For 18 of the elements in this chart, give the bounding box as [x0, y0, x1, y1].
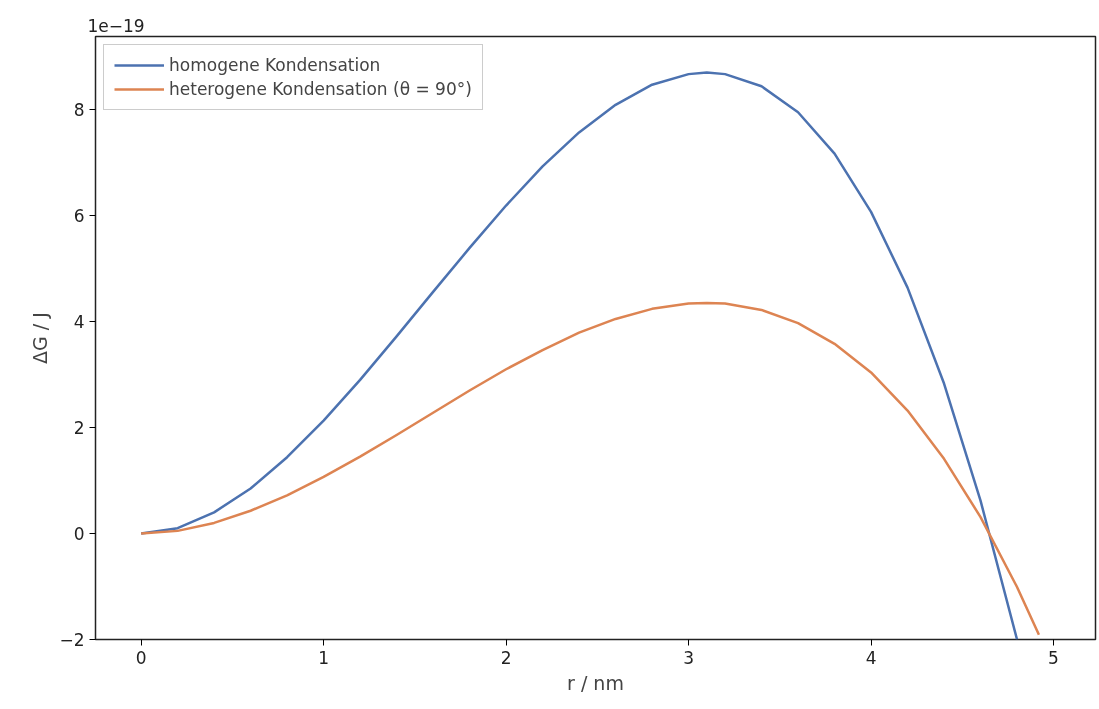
x-tick-label: 3 [683, 647, 694, 668]
y-tick-label: 8 [73, 100, 85, 121]
y-tick-label: 6 [73, 206, 85, 227]
x-tick-label: 4 [865, 647, 877, 668]
line-series [139, 301, 1041, 636]
legend-label: homogene Kondensation [169, 55, 381, 75]
x-tick-label: 0 [135, 647, 147, 668]
y-axis-title: ΔG / J [29, 312, 52, 364]
y-tick-label: 2 [73, 418, 85, 439]
legend-label: heterogene Kondensation (θ = 90°) [169, 79, 472, 99]
x-tick-label: 5 [1048, 647, 1059, 668]
x-tick-label: 2 [500, 647, 512, 668]
y-tick-label: 4 [73, 312, 85, 333]
text: 1e−19 [87, 15, 145, 36]
y-tick-label: −2 [59, 630, 85, 650]
y-tick-label: 0 [73, 524, 85, 545]
x-tick-label: 1 [318, 647, 330, 668]
x-axis-title: r / nm [567, 671, 624, 694]
